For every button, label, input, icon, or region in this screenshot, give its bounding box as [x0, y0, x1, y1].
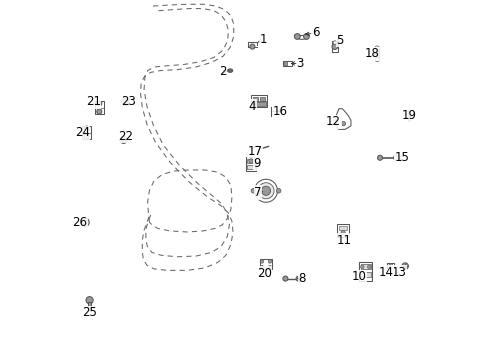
Circle shape [81, 218, 89, 226]
Bar [250, 95, 266, 107]
Circle shape [407, 116, 410, 118]
Bar [259, 259, 272, 269]
Bar [82, 126, 91, 139]
Circle shape [258, 183, 273, 199]
Text: 26: 26 [72, 216, 87, 229]
Bar [284, 62, 286, 66]
Text: 10: 10 [351, 270, 366, 283]
Circle shape [86, 297, 93, 304]
Bar [331, 41, 337, 52]
Circle shape [268, 260, 271, 263]
Bar [88, 302, 91, 310]
Text: 6: 6 [311, 27, 319, 40]
Text: 24: 24 [75, 126, 90, 139]
Circle shape [360, 265, 364, 269]
Circle shape [261, 186, 270, 195]
Text: 19: 19 [401, 109, 415, 122]
Circle shape [393, 155, 398, 160]
Text: 4: 4 [248, 100, 256, 113]
Bar [359, 262, 371, 281]
Circle shape [366, 265, 370, 269]
Circle shape [260, 265, 263, 269]
Bar [253, 97, 257, 100]
Text: 1: 1 [259, 33, 267, 46]
Circle shape [295, 276, 301, 281]
Circle shape [401, 263, 407, 269]
Bar [375, 48, 378, 60]
Circle shape [254, 179, 277, 202]
Bar [247, 165, 254, 169]
Bar [245, 157, 256, 171]
Circle shape [294, 33, 300, 39]
Text: 3: 3 [296, 57, 303, 70]
Circle shape [341, 121, 345, 126]
Circle shape [97, 109, 102, 114]
Bar [360, 264, 370, 269]
Bar [247, 159, 254, 163]
Bar [337, 224, 348, 237]
Text: 20: 20 [256, 267, 271, 280]
Text: 15: 15 [394, 151, 409, 164]
Circle shape [84, 126, 89, 131]
Circle shape [407, 110, 410, 113]
Circle shape [250, 189, 255, 193]
Circle shape [407, 118, 410, 121]
Bar [283, 60, 291, 66]
Circle shape [84, 134, 89, 139]
Circle shape [377, 155, 382, 160]
Text: 13: 13 [390, 266, 406, 279]
Text: 12: 12 [325, 116, 340, 129]
Bar [260, 97, 264, 100]
Text: 23: 23 [122, 95, 136, 108]
Bar [95, 101, 103, 114]
Circle shape [123, 100, 127, 104]
Text: 21: 21 [85, 95, 101, 108]
Circle shape [374, 46, 379, 50]
Circle shape [331, 44, 337, 49]
Circle shape [97, 101, 102, 106]
Text: 11: 11 [336, 234, 351, 247]
Circle shape [282, 276, 287, 281]
Text: 8: 8 [298, 272, 305, 285]
Bar [338, 226, 346, 230]
Text: 22: 22 [118, 130, 133, 143]
Circle shape [340, 230, 345, 235]
Circle shape [332, 41, 336, 44]
Circle shape [122, 98, 129, 105]
Text: 18: 18 [364, 47, 379, 60]
Circle shape [248, 159, 253, 163]
Text: 14: 14 [378, 266, 393, 279]
Circle shape [374, 57, 379, 62]
Bar [251, 102, 265, 106]
Text: 16: 16 [272, 105, 287, 118]
Bar [386, 263, 393, 268]
Text: 5: 5 [336, 33, 343, 47]
Polygon shape [335, 109, 350, 129]
Circle shape [407, 113, 410, 116]
Circle shape [249, 44, 254, 49]
Text: 9: 9 [253, 157, 261, 170]
Circle shape [260, 260, 263, 263]
Text: 17: 17 [247, 145, 262, 158]
Ellipse shape [227, 69, 232, 72]
Circle shape [388, 264, 392, 267]
Circle shape [268, 265, 271, 269]
Circle shape [120, 136, 127, 143]
Circle shape [303, 33, 309, 39]
Text: 7: 7 [254, 186, 262, 199]
Circle shape [82, 220, 87, 225]
Text: 2: 2 [219, 65, 226, 78]
Bar [360, 272, 370, 276]
Text: 25: 25 [82, 306, 97, 319]
Circle shape [276, 189, 281, 193]
